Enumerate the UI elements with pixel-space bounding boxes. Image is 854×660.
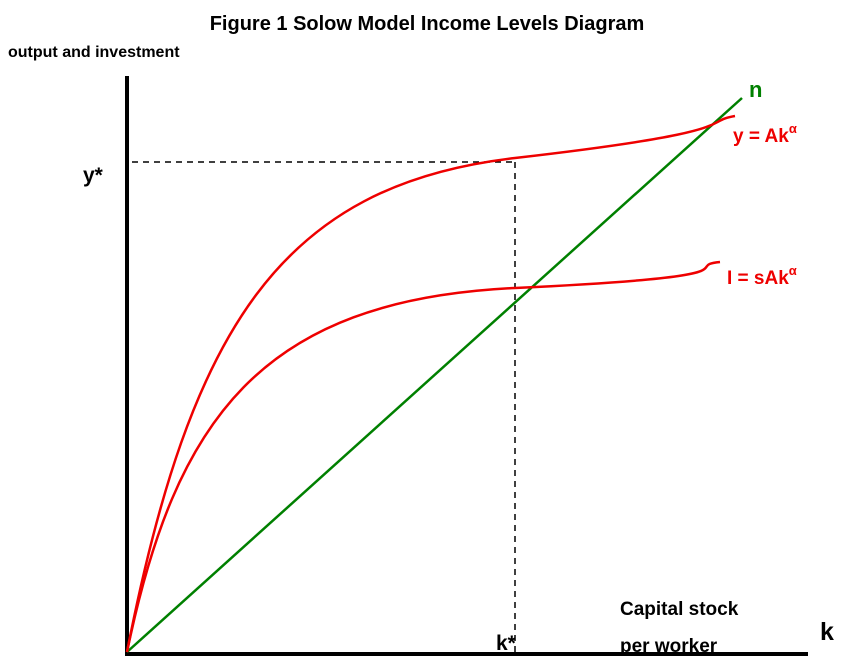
investment-curve	[125, 260, 721, 653]
n-line	[126, 97, 743, 653]
output-curve-label-text: y = Ak	[733, 126, 789, 147]
k-star-label: k*	[496, 632, 517, 655]
investment-curve-label-text: I = sAk	[727, 268, 789, 289]
x-axis-label-line2: per worker	[620, 636, 718, 657]
n-label: n	[749, 77, 762, 102]
output-curve	[125, 114, 736, 653]
y-axis-label: output and investment	[8, 44, 180, 61]
y-star-label: y*	[83, 164, 104, 187]
output-curve-label: y = Akα	[733, 121, 797, 147]
investment-curve-label: I = sAkα	[727, 263, 797, 289]
title: Figure 1 Solow Model Income Levels Diagr…	[210, 13, 645, 35]
x-axis-label-line1: Capital stock	[620, 599, 739, 620]
output-curve-superscript: α	[789, 121, 797, 136]
investment-curve-superscript: α	[789, 263, 797, 278]
x-axis-symbol: k	[820, 618, 834, 646]
